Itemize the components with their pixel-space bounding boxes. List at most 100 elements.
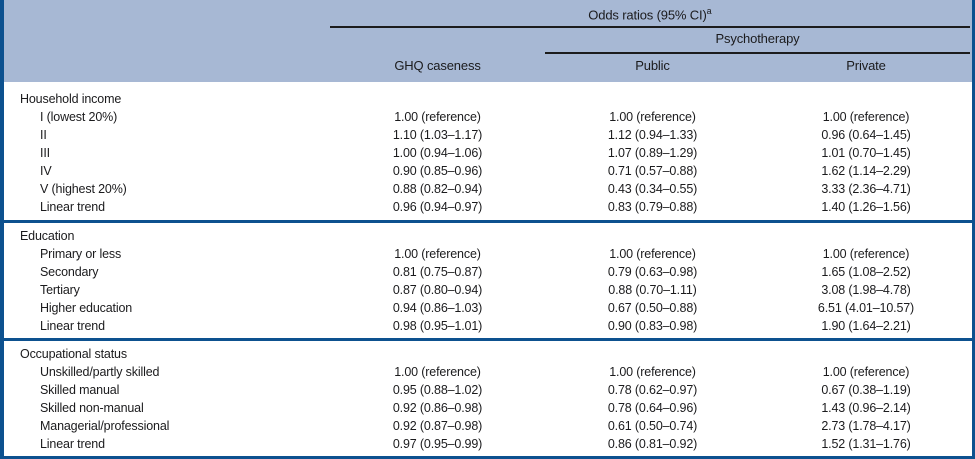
cell-value: 1.00 (reference) bbox=[394, 110, 481, 124]
cell-value: 0.67 (0.38–1.19) bbox=[821, 383, 911, 397]
table-row: I (lowest 20%) 1.00 (reference) 1.00 (refe… bbox=[4, 108, 972, 126]
table-row: Linear trend 0.96 (0.94–0.97) 0.83 (0.79–0… bbox=[4, 198, 972, 216]
cell-value: 0.78 (0.64–0.96) bbox=[607, 401, 698, 415]
table-row: Tertiary 0.87 (0.80–0.94) 0.88 (0.70–1.11)… bbox=[4, 281, 972, 299]
empty-cell bbox=[330, 345, 545, 363]
cell-value: 0.83 (0.79–0.88) bbox=[607, 200, 698, 214]
table-row: IV 0.90 (0.85–0.96) 0.71 (0.57–0.88) 1.62 (… bbox=[4, 162, 972, 180]
cell-value: 1.00 (reference) bbox=[609, 365, 696, 379]
row-label: Unskilled/partly skilled bbox=[40, 365, 160, 379]
cell-value: 0.79 (0.63–0.98) bbox=[607, 265, 698, 279]
row-label: Tertiary bbox=[40, 283, 80, 297]
row-label: Linear trend bbox=[40, 200, 105, 214]
cell-value: 1.00 (reference) bbox=[609, 110, 696, 124]
cell-value: 0.87 (0.80–0.94) bbox=[392, 283, 483, 297]
column-header-public: Public bbox=[635, 58, 670, 73]
cell-value: 0.78 (0.62–0.97) bbox=[607, 383, 698, 397]
cell-value: 1.10 (1.03–1.17) bbox=[392, 128, 483, 142]
cell-value: 6.51 (4.01–10.57) bbox=[817, 301, 915, 315]
section-header-row: Education bbox=[4, 227, 972, 245]
table-row: III 1.00 (0.94–1.06) 1.07 (0.89–1.29) 1.01 … bbox=[4, 144, 972, 162]
table-row: II 1.10 (1.03–1.17) 1.12 (0.94–1.33) 0.96 (… bbox=[4, 126, 972, 144]
cell-value: 0.92 (0.86–0.98) bbox=[392, 401, 483, 415]
psychotherapy-group-header: Psychotherapy bbox=[715, 31, 800, 46]
cell-value: 0.61 (0.50–0.74) bbox=[607, 419, 698, 433]
cell-value: 1.40 (1.26–1.56) bbox=[821, 200, 911, 214]
cell-value: 0.67 (0.50–0.88) bbox=[607, 301, 698, 315]
table-body: Household income I (lowest 20%) 1.00 (refe… bbox=[4, 82, 972, 453]
cell-value: 3.08 (1.98–4.78) bbox=[821, 283, 911, 297]
row-label: Higher education bbox=[40, 301, 133, 315]
cell-value: 1.00 (reference) bbox=[394, 365, 481, 379]
cell-value: 1.01 (0.70–1.45) bbox=[821, 146, 911, 160]
table-section: Education Primary or less 1.00 (reference)… bbox=[4, 220, 972, 338]
table-header: Odds ratios (95% CI)a Psychotherapy GHQ … bbox=[4, 0, 972, 82]
row-label: Primary or less bbox=[40, 247, 122, 261]
cell-value: 0.94 (0.86–1.03) bbox=[392, 301, 483, 315]
cell-value: 0.95 (0.88–1.02) bbox=[392, 383, 483, 397]
cell-value: 0.97 (0.95–0.99) bbox=[392, 437, 483, 451]
table-row: V (highest 20%) 0.88 (0.82–0.94) 0.43 (0.3… bbox=[4, 180, 972, 198]
cell-value: 0.98 (0.95–1.01) bbox=[392, 319, 483, 333]
empty-cell bbox=[545, 345, 760, 363]
table-row: Linear trend 0.97 (0.95–0.99) 0.86 (0.81–0… bbox=[4, 435, 972, 453]
column-header-ghq-caseness: GHQ caseness bbox=[394, 58, 481, 73]
rule-under-psychotherapy bbox=[545, 52, 970, 54]
table-section: Occupational status Unskilled/partly skil… bbox=[4, 338, 972, 453]
cell-value: 1.00 (0.94–1.06) bbox=[392, 146, 483, 160]
empty-cell bbox=[330, 227, 545, 245]
footnote-marker-a: a bbox=[706, 6, 712, 16]
row-label: I (lowest 20%) bbox=[40, 110, 118, 124]
cell-value: 1.00 (reference) bbox=[822, 365, 910, 379]
section-label: Occupational status bbox=[20, 347, 127, 361]
empty-cell bbox=[760, 90, 972, 108]
cell-value: 1.12 (0.94–1.33) bbox=[607, 128, 698, 142]
section-header-row: Occupational status bbox=[4, 345, 972, 363]
row-label: V (highest 20%) bbox=[40, 182, 127, 196]
column-headers: GHQ caseness Public Private bbox=[330, 56, 972, 76]
cell-value: 0.90 (0.83–0.98) bbox=[607, 319, 698, 333]
cell-value: 0.96 (0.94–0.97) bbox=[392, 200, 483, 214]
row-label: Linear trend bbox=[40, 319, 105, 333]
table-row: Higher education 0.94 (0.86–1.03) 0.67 (0.… bbox=[4, 299, 972, 317]
cell-value: 1.00 (reference) bbox=[822, 110, 910, 124]
row-label: Skilled manual bbox=[40, 383, 120, 397]
cell-value: 0.88 (0.82–0.94) bbox=[392, 182, 483, 196]
row-label: IV bbox=[40, 164, 52, 178]
empty-cell bbox=[760, 345, 972, 363]
table-row: Primary or less 1.00 (reference) 1.00 (ref… bbox=[4, 245, 972, 263]
cell-value: 0.96 (0.64–1.45) bbox=[821, 128, 911, 142]
cell-value: 1.62 (1.14–2.29) bbox=[821, 164, 911, 178]
table-row: Secondary 0.81 (0.75–0.87) 0.79 (0.63–0.98… bbox=[4, 263, 972, 281]
table-row: Skilled manual 0.95 (0.88–1.02) 0.78 (0.62… bbox=[4, 381, 972, 399]
cell-value: 0.71 (0.57–0.88) bbox=[607, 164, 698, 178]
column-header-private: Private bbox=[846, 58, 886, 73]
cell-value: 1.43 (0.96–2.14) bbox=[821, 401, 911, 415]
rule-under-odds-ratios bbox=[330, 26, 970, 28]
table-title: Odds ratios (95% CI)a bbox=[330, 6, 970, 22]
table-row: Managerial/professional 0.92 (0.87–0.98) 0… bbox=[4, 417, 972, 435]
section-header-row: Household income bbox=[4, 90, 972, 108]
table-title-text: Odds ratios (95% CI) bbox=[588, 7, 707, 23]
cell-value: 0.92 (0.87–0.98) bbox=[392, 419, 483, 433]
empty-cell bbox=[545, 227, 760, 245]
cell-value: 1.00 (reference) bbox=[609, 247, 696, 261]
empty-cell bbox=[330, 90, 545, 108]
cell-value: 1.65 (1.08–2.52) bbox=[821, 265, 911, 279]
cell-value: 0.43 (0.34–0.55) bbox=[607, 182, 698, 196]
cell-value: 2.73 (1.78–4.17) bbox=[821, 419, 911, 433]
row-label: II bbox=[40, 128, 47, 142]
section-label: Education bbox=[20, 229, 75, 243]
section-label: Household income bbox=[20, 92, 122, 106]
cell-value: 1.90 (1.64–2.21) bbox=[821, 319, 911, 333]
cell-value: 3.33 (2.36–4.71) bbox=[821, 182, 911, 196]
table-section: Household income I (lowest 20%) 1.00 (refe… bbox=[4, 82, 972, 220]
table-row: Skilled non-manual 0.92 (0.86–0.98) 0.78 (… bbox=[4, 399, 972, 417]
row-label: Secondary bbox=[40, 265, 99, 279]
cell-value: 1.52 (1.31–1.76) bbox=[821, 437, 911, 451]
cell-value: 0.90 (0.85–0.96) bbox=[392, 164, 483, 178]
cell-value: 0.81 (0.75–0.87) bbox=[392, 265, 483, 279]
cell-value: 1.07 (0.89–1.29) bbox=[607, 146, 698, 160]
cell-value: 0.88 (0.70–1.11) bbox=[608, 283, 697, 297]
empty-cell bbox=[545, 90, 760, 108]
